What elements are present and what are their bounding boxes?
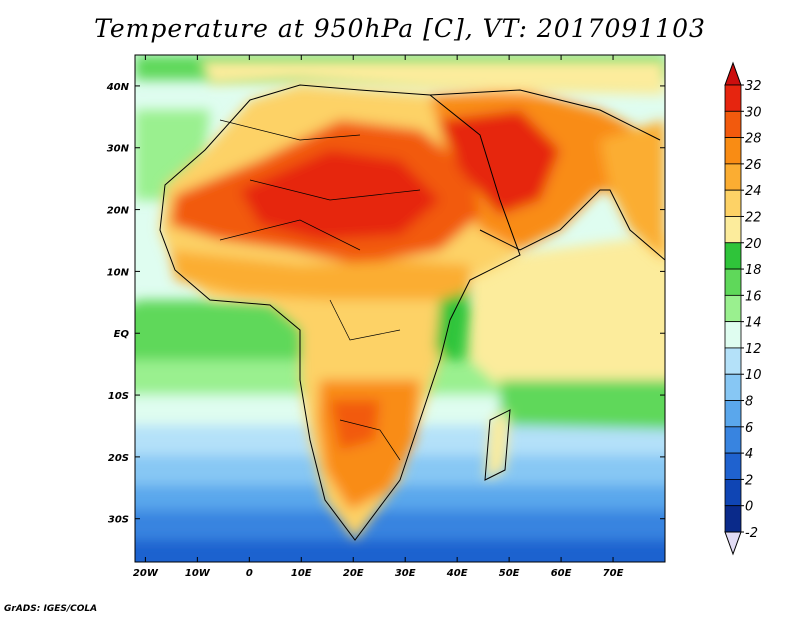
colorbar-label: 2 bbox=[745, 473, 753, 488]
coastline-asia bbox=[429, 89, 661, 141]
lon-tick-label: 30E bbox=[395, 568, 416, 579]
colorbar-swatch bbox=[724, 163, 742, 191]
colorbar-swatch bbox=[724, 294, 742, 323]
colorbar-label: 14 bbox=[745, 316, 762, 331]
lat-tick-label: 30S bbox=[108, 515, 129, 526]
colorbar-label: 18 bbox=[745, 263, 762, 278]
colorbar-label: 30 bbox=[745, 105, 762, 120]
lon-tick-label: 20E bbox=[343, 568, 364, 579]
lon-tick-label: 40E bbox=[446, 568, 468, 579]
colorbar-swatch bbox=[724, 373, 742, 401]
plot-frame bbox=[134, 54, 666, 563]
lat-tick-label: 20N bbox=[107, 206, 130, 217]
lon-tick-label: 60E bbox=[551, 568, 572, 579]
lat-tick-label: 10N bbox=[107, 267, 130, 278]
colorbar-label: 4 bbox=[745, 447, 753, 462]
colorbar-label: 20 bbox=[745, 237, 762, 252]
lat-tick-label: 30N bbox=[107, 144, 130, 155]
colorbar-swatch bbox=[724, 479, 742, 507]
colorbar-label: 0 bbox=[745, 500, 753, 515]
map-axes: 40N 30N 20N 10N EQ 10S 20S 30S 20W 10W 0 10E 20E 30E 4… bbox=[106, 55, 665, 579]
colorbar-swatch bbox=[724, 84, 742, 112]
country-borders bbox=[219, 119, 421, 461]
lat-tick-label: 10S bbox=[108, 391, 129, 402]
colorbar-label: 24 bbox=[745, 184, 762, 199]
colorbar-label: 12 bbox=[745, 342, 762, 357]
colorbar-label: 26 bbox=[745, 158, 762, 173]
colorbar-label: 8 bbox=[745, 395, 753, 410]
colorbar-swatch bbox=[724, 426, 742, 454]
colorbar-label: 22 bbox=[745, 210, 762, 225]
lon-tick-label: 50E bbox=[499, 568, 520, 579]
colorbar-top-triangle bbox=[724, 61, 742, 86]
lon-tick-label: 70E bbox=[603, 568, 624, 579]
colorbar-label: 16 bbox=[745, 289, 762, 304]
colorbar-label: 32 bbox=[745, 79, 762, 94]
colorbar-swatch bbox=[724, 321, 742, 349]
colorbar-swatch bbox=[724, 452, 742, 480]
lon-tick-label: 10E bbox=[291, 568, 312, 579]
colorbar-swatch bbox=[724, 137, 742, 165]
colorbar-label: 6 bbox=[745, 421, 753, 436]
colorbar-swatch bbox=[724, 242, 742, 270]
lon-tick-label: 10W bbox=[185, 568, 211, 579]
chart-title: Temperature at 950hPa [C], VT: 201709110… bbox=[94, 14, 706, 43]
colorbar-swatch bbox=[724, 110, 742, 138]
lon-tick-label: 20W bbox=[133, 568, 159, 579]
colorbar-label: 10 bbox=[745, 368, 762, 383]
colorbar-swatch bbox=[724, 268, 742, 296]
grads-credit: GrADS: IGES/COLA bbox=[4, 604, 98, 614]
colorbar-swatch bbox=[724, 189, 742, 217]
colorbar-swatch bbox=[724, 347, 742, 375]
colorbar-swatch bbox=[724, 216, 742, 244]
lat-tick-label: 40N bbox=[106, 82, 130, 93]
coastline-madagascar bbox=[484, 409, 511, 481]
map-plot-area bbox=[134, 54, 666, 563]
colorbar-bottom-triangle bbox=[724, 531, 742, 556]
coastline-africa bbox=[159, 84, 521, 541]
colorbar-swatch bbox=[724, 505, 742, 533]
lat-tick-label: 20S bbox=[108, 453, 129, 464]
colorbar-label: -2 bbox=[745, 526, 758, 541]
lat-tick-label: EQ bbox=[114, 329, 130, 340]
colorbar-label: 28 bbox=[745, 132, 762, 147]
lon-tick-label: 0 bbox=[246, 568, 253, 579]
colorbar-swatch bbox=[724, 400, 742, 428]
coastline-arabia-india bbox=[479, 189, 665, 261]
